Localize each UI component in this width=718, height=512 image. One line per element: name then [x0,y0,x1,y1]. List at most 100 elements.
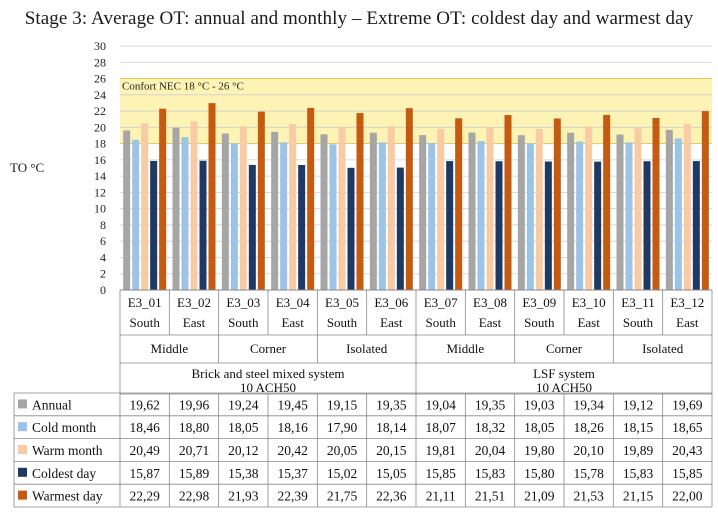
bar [159,108,167,290]
x-tick-label: E3_03 [226,295,260,310]
data-label: 20,71 [179,443,209,458]
bar [369,132,377,290]
orientation-label: South [524,315,555,330]
data-label: 15,87 [129,466,160,481]
bar [338,126,346,290]
bar [141,123,149,291]
orientation-label: East [281,315,304,330]
position-label: Middle [447,341,485,356]
orientation-label: East [577,315,600,330]
bar [199,160,207,290]
data-label: 20,12 [228,443,258,458]
orientation-label: East [380,315,403,330]
x-tick-label: E3_02 [177,295,211,310]
series-name: Annual [32,397,72,412]
position-label: Middle [151,341,189,356]
series-name: Cold month [32,420,96,435]
bar [495,161,503,290]
data-label: 22,36 [376,489,407,504]
bar [486,127,494,291]
y-tick-label: 18 [94,137,106,151]
bar [504,115,512,290]
position-label: Corner [546,341,583,356]
data-label: 19,15 [327,397,358,412]
bar [683,123,691,290]
data-label: 15,85 [672,466,703,481]
position-label: Isolated [642,341,684,356]
bar [526,143,534,290]
system-label: Brick and steel mixed system [191,366,344,381]
bar [553,118,561,290]
data-label: 20,49 [129,443,160,458]
bar [396,167,404,290]
orientation-label: South [228,315,259,330]
data-label: 19,34 [573,397,604,412]
bar [248,164,256,290]
data-label: 18,05 [524,420,555,435]
bar [446,161,454,290]
bar [665,129,673,290]
bar [347,167,355,290]
bar [271,131,279,290]
bar [544,161,552,290]
data-label: 19,89 [623,443,654,458]
data-label: 21,51 [475,489,505,504]
position-label: Isolated [346,341,388,356]
data-label: 19,03 [524,397,555,412]
bar [181,137,189,290]
bar [567,132,575,290]
bar [625,142,633,290]
data-label: 15,78 [573,466,604,481]
bar [239,126,247,290]
data-label: 19,24 [228,397,259,412]
x-tick-label: E3_07 [424,295,458,310]
bar [289,123,297,291]
data-label: 20,42 [277,443,307,458]
data-label: 18,07 [425,420,456,435]
bar [329,144,337,290]
data-label: 15,38 [228,466,259,481]
orientation-label: South [623,315,654,330]
data-label: 19,35 [475,397,506,412]
bar [535,128,543,290]
bar [405,108,413,290]
data-label: 18,46 [129,420,160,435]
y-axis-label: TO °C [10,160,45,175]
y-tick-label: 28 [94,55,106,69]
data-label: 15,05 [376,466,407,481]
bar [172,127,180,291]
position-label: Corner [250,341,287,356]
data-label: 18,80 [179,420,210,435]
y-tick-label: 4 [100,250,106,264]
y-tick-label: 2 [100,267,106,281]
bar [190,121,198,290]
bar [132,139,140,290]
bar [307,107,315,290]
data-label: 19,45 [277,397,308,412]
bar [356,113,364,290]
orientation-label: East [676,315,699,330]
data-label: 22,98 [179,489,210,504]
data-label: 18,05 [228,420,259,435]
data-label: 18,14 [376,420,407,435]
y-tick-label: 24 [94,88,106,102]
bar [428,143,436,290]
data-label: 21,75 [327,489,358,504]
y-tick-label: 14 [94,169,106,183]
y-tick-label: 8 [100,218,106,232]
bar [477,140,485,290]
legend-swatch [18,490,27,500]
x-tick-label: E3_10 [572,295,606,310]
bar [280,142,288,290]
data-label: 20,05 [327,443,358,458]
orientation-label: South [327,315,358,330]
x-tick-label: E3_04 [276,295,310,310]
y-tick-label: 22 [94,104,106,118]
comfort-band-label: Confort NEC 18 °C - 26 °C [122,81,244,93]
data-label: 18,15 [623,420,654,435]
data-label: 22,00 [672,489,703,504]
data-label: 15,83 [623,466,654,481]
data-label: 20,43 [672,443,703,458]
bar [455,118,463,291]
x-tick-label: E3_11 [621,295,654,310]
